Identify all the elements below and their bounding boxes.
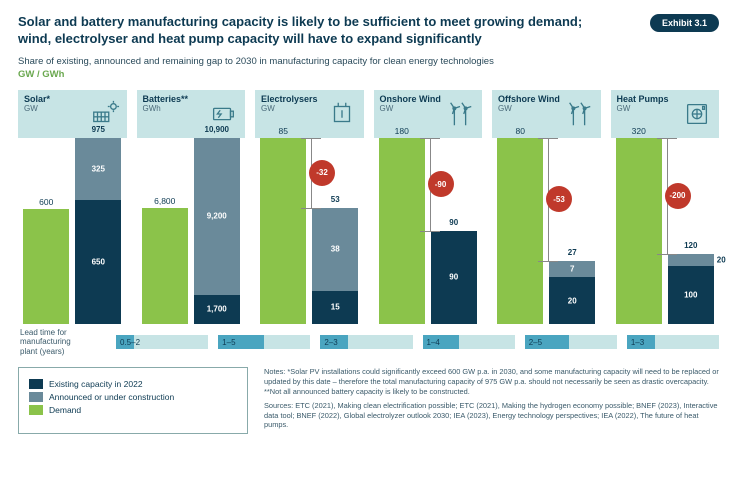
total-label: 975 — [92, 125, 105, 134]
total-label: 27 — [568, 248, 577, 257]
segment-label: 20 — [568, 296, 577, 305]
chart-panel: Heat Pumps GW 320 100 20 — [611, 90, 720, 324]
bar-announced: 325 — [75, 138, 121, 200]
chart-panel: Offshore Wind GW 80 20 7 — [492, 90, 601, 324]
bar-announced: 9,200 — [194, 138, 240, 295]
wind-icon — [444, 96, 476, 132]
segment-label: 7 — [570, 265, 574, 274]
bar-existing: 650 — [75, 200, 121, 324]
bar-area: 85 15 38 53 -32 — [255, 138, 364, 324]
segment-label: 20 — [717, 255, 726, 264]
chart-unit: GW / GWh — [18, 69, 719, 80]
chart-subtitle: Share of existing, announced and remaini… — [18, 56, 719, 67]
bar-announced: 20 — [668, 254, 714, 266]
demand-bar: 85 — [260, 126, 306, 324]
total-label: 53 — [331, 195, 340, 204]
capacity-bar: 1,700 9,200 10,900 — [194, 138, 240, 324]
bar-area: 320 100 20 120 -200 — [611, 138, 720, 324]
bar-announced: 7 — [549, 261, 595, 277]
legend-item: Announced or under construction — [29, 392, 237, 402]
bar-existing: 100 — [668, 266, 714, 324]
demand-label: 80 — [516, 126, 525, 136]
total-label: 10,900 — [205, 125, 229, 134]
capacity-bar: 15 38 53 — [312, 208, 358, 324]
capacity-bar: 100 20 120 — [668, 254, 714, 324]
capacity-bar: 20 7 27 — [549, 261, 595, 324]
chart-panel: Solar* GW 600 650 325 9 — [18, 90, 127, 324]
segment-label: 38 — [331, 245, 340, 254]
heatpump-icon — [681, 96, 713, 132]
demand-label: 180 — [395, 126, 409, 136]
chart-panels: Solar* GW 600 650 325 9 — [18, 90, 719, 324]
total-label: 120 — [684, 241, 697, 250]
bar-area: 180 90 90 -90 — [374, 138, 483, 324]
bar-announced: 38 — [312, 208, 358, 291]
lead-time-cell: 1–5 — [218, 335, 310, 349]
sources-text: Sources: ETC (2021), Making clean electr… — [264, 401, 719, 431]
legend-swatch — [29, 392, 43, 402]
segment-label: 15 — [331, 303, 340, 312]
total-label: 90 — [449, 218, 458, 227]
panel-header: Solar* GW — [18, 90, 127, 138]
notes-text: Notes: *Solar PV installations could sig… — [264, 367, 719, 397]
segment-label: 90 — [449, 273, 458, 282]
demand-label: 600 — [39, 197, 53, 207]
bar-existing: 90 — [431, 231, 477, 324]
demand-bar: 80 — [497, 126, 543, 324]
lead-time-cell: 2–3 — [320, 335, 412, 349]
segment-label: 1,700 — [207, 305, 227, 314]
electrolyser-icon — [326, 96, 358, 132]
demand-label: 6,800 — [154, 196, 175, 206]
bar-area: 6,800 1,700 9,200 10,900 — [137, 138, 246, 324]
demand-bar: 600 — [23, 197, 69, 323]
lead-time-cell: 0.5–2 — [116, 335, 208, 349]
legend: Existing capacity in 2022 Announced or un… — [18, 367, 248, 435]
chart-panel: Electrolysers GW 85 15 38 — [255, 90, 364, 324]
legend-swatch — [29, 405, 43, 415]
demand-label: 85 — [279, 126, 288, 136]
legend-item: Existing capacity in 2022 — [29, 379, 237, 389]
lead-time-cell: 1–3 — [627, 335, 719, 349]
legend-item: Demand — [29, 405, 237, 415]
segment-label: 650 — [92, 257, 105, 266]
segment-label: 325 — [92, 164, 105, 173]
lead-time-cell: 1–4 — [423, 335, 515, 349]
demand-label: 320 — [632, 126, 646, 136]
chart-panel: Onshore Wind GW 180 90 90 — [374, 90, 483, 324]
chart-panel: Batteries** GWh 6,800 1,700 9,200 — [137, 90, 246, 324]
gap-badge: -200 — [665, 183, 691, 209]
bar-existing: 15 — [312, 291, 358, 324]
gap-badge: -53 — [546, 186, 572, 212]
notes-sources: Notes: *Solar PV installations could sig… — [264, 367, 719, 435]
exhibit-badge: Exhibit 3.1 — [650, 14, 719, 32]
wind-icon — [563, 96, 595, 132]
legend-label: Announced or under construction — [49, 392, 174, 402]
legend-swatch — [29, 379, 43, 389]
gap-badge: -90 — [428, 171, 454, 197]
legend-label: Existing capacity in 2022 — [49, 379, 143, 389]
chart-title: Solar and battery manufacturing capacity… — [18, 14, 588, 48]
demand-bar: 180 — [379, 126, 425, 324]
segment-label: 9,200 — [207, 212, 227, 221]
bar-area: 600 650 325 975 — [18, 138, 127, 324]
bar-existing: 1,700 — [194, 295, 240, 324]
bar-area: 80 20 7 27 -53 — [492, 138, 601, 324]
lead-time-cell: 2–5 — [525, 335, 617, 349]
capacity-bar: 90 90 — [431, 231, 477, 324]
lead-time-cells: 0.5–2 1–5 2–3 1–4 2–5 1–3 — [116, 335, 719, 349]
lead-time-label: Lead time for manufacturing plant (years… — [18, 328, 106, 357]
gap-badge: -32 — [309, 160, 335, 186]
legend-label: Demand — [49, 405, 81, 415]
segment-label: 100 — [684, 290, 697, 299]
capacity-bar: 650 325 975 — [75, 138, 121, 324]
demand-bar: 320 — [616, 126, 662, 324]
demand-bar: 6,800 — [142, 196, 188, 324]
bar-existing: 20 — [549, 277, 595, 324]
